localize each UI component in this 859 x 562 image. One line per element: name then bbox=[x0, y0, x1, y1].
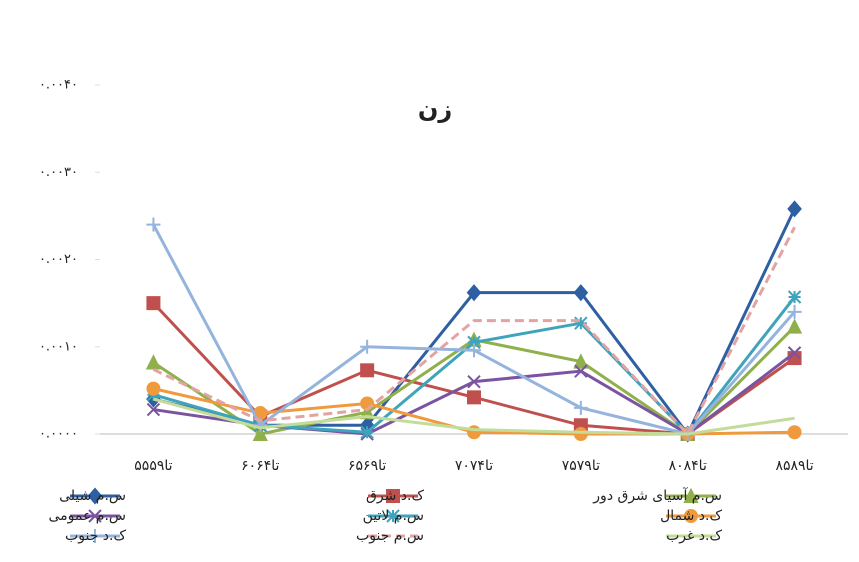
data-point bbox=[466, 284, 482, 302]
data-point bbox=[573, 427, 588, 441]
data-point bbox=[360, 363, 375, 378]
data-point bbox=[787, 346, 802, 360]
x-tick-label: ۶۰تا۶۴ bbox=[241, 458, 279, 474]
data-point bbox=[787, 290, 802, 304]
y-tick-label: ۰.۰۰۳۰ bbox=[39, 165, 78, 180]
data-point bbox=[787, 200, 802, 218]
data-point bbox=[787, 304, 802, 319]
data-point bbox=[786, 318, 803, 334]
series-line bbox=[152, 226, 796, 437]
data-point bbox=[467, 374, 481, 389]
y-tick-label: ۰.۰۰۰۰ bbox=[39, 427, 78, 442]
legend-marker bbox=[87, 487, 103, 505]
legend-label: س.م عمومی bbox=[48, 508, 126, 524]
data-point bbox=[360, 339, 375, 354]
legend-label: ک.د غرب bbox=[666, 528, 722, 544]
data-point bbox=[787, 425, 802, 440]
data-point bbox=[146, 381, 161, 396]
data-point bbox=[146, 402, 161, 417]
data-point bbox=[574, 316, 588, 330]
legend-marker bbox=[88, 509, 102, 523]
data-point bbox=[252, 425, 268, 441]
x-tick-label: ۷۵تا۷۹ bbox=[562, 458, 600, 474]
legend-label: س.م جنوب bbox=[356, 528, 424, 544]
data-point bbox=[146, 217, 161, 232]
data-point bbox=[359, 403, 375, 420]
legend-marker bbox=[386, 509, 400, 523]
data-point bbox=[360, 425, 374, 439]
legend-label: س.م شیلی bbox=[59, 488, 126, 504]
data-point bbox=[467, 343, 481, 358]
legend-label: س.م آسیای شرق دور bbox=[592, 487, 722, 504]
series-line bbox=[153, 397, 795, 436]
x-tick-label: ۸۵تا۸۹ bbox=[775, 458, 813, 474]
data-point bbox=[467, 390, 481, 405]
data-point bbox=[145, 354, 162, 370]
data-point bbox=[146, 296, 161, 311]
data-point bbox=[573, 400, 588, 415]
legend-marker bbox=[683, 487, 699, 503]
legend-label: ک.د جنوب bbox=[65, 528, 126, 544]
data-point bbox=[467, 335, 481, 350]
x-tick-label: ۵۵تا۵۹ bbox=[134, 458, 172, 474]
x-tick-label: ۸۰تا۸۴ bbox=[669, 458, 707, 474]
y-tick-label: ۰.۰۰۴۰ bbox=[39, 78, 78, 93]
legend-label: س.م لاتین bbox=[363, 508, 424, 524]
legend-marker bbox=[88, 529, 102, 543]
x-tick-label: ۷۰تا۷۴ bbox=[455, 458, 493, 474]
data-point bbox=[573, 353, 589, 369]
y-tick-label: ۰.۰۰۱۰ bbox=[39, 339, 78, 354]
legend-label: ک.د شرق bbox=[366, 488, 424, 504]
y-tick-label: ۰.۰۰۲۰ bbox=[39, 252, 78, 267]
x-tick-label: ۶۵تا۶۹ bbox=[348, 458, 386, 474]
data-point bbox=[573, 284, 589, 302]
legend-marker bbox=[386, 489, 400, 503]
legend-marker bbox=[684, 509, 698, 523]
data-point bbox=[574, 364, 588, 378]
legend-label: ک.د شمال bbox=[660, 508, 722, 524]
chart-title: زن bbox=[418, 95, 452, 123]
